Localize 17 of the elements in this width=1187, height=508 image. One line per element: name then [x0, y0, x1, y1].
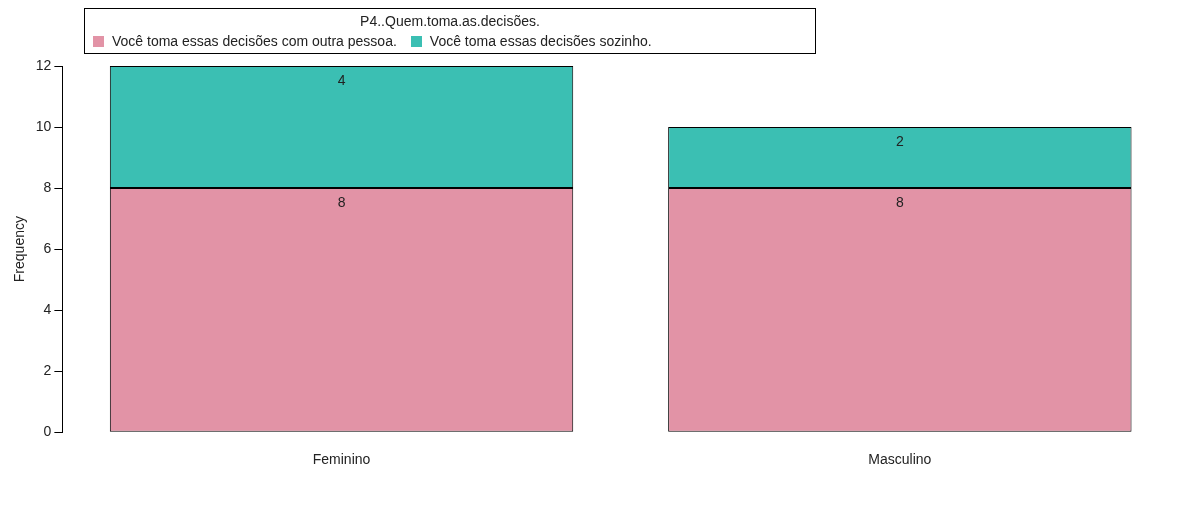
y-tick-label: 12 — [35, 56, 52, 73]
y-tick-label: 8 — [43, 178, 52, 195]
y-tick-label: 10 — [35, 117, 52, 134]
data-label: 8 — [337, 193, 346, 210]
data-label: 4 — [337, 71, 346, 88]
y-tick-label: 4 — [43, 300, 52, 317]
data-label: 8 — [895, 193, 904, 210]
legend-label: Você toma essas decisões sozinho. — [429, 33, 652, 49]
data-label: 2 — [895, 132, 904, 149]
legend-label: Você toma essas decisões com outra pessoa. — [112, 33, 397, 49]
y-tick-label: 6 — [43, 239, 52, 256]
y-axis-title: Frequency — [11, 216, 28, 283]
x-tick-label: Masculino — [868, 451, 932, 468]
x-tick-label: Feminino — [312, 451, 371, 468]
y-tick-label: 2 — [43, 362, 52, 379]
y-tick-label: 0 — [43, 423, 52, 440]
legend-title: P4..Quem.toma.as.decisões. — [359, 13, 541, 29]
